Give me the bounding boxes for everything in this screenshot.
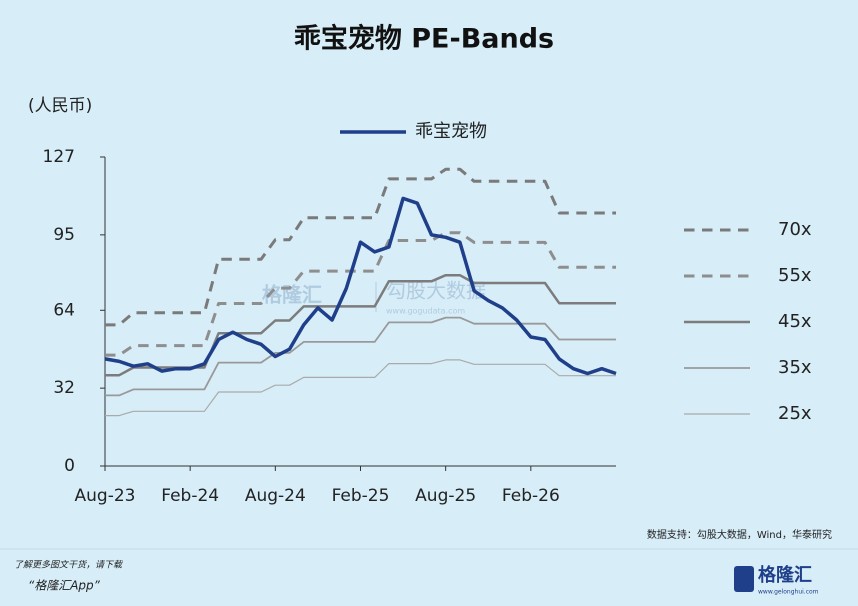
- legend-label: 70x: [778, 219, 812, 240]
- x-tick-label: Feb-24: [161, 486, 219, 506]
- watermark-brand: 格隆汇: [262, 283, 322, 307]
- y-tick-label: 32: [53, 378, 75, 398]
- x-tick-label: Aug-23: [75, 486, 136, 506]
- legend-label: 25x: [778, 403, 812, 424]
- source-note: 数据支持：勾股大数据，Wind，华泰研究: [647, 528, 832, 541]
- logo-icon: [734, 566, 754, 592]
- watermark-url: www.gogudata.com: [386, 307, 465, 316]
- legend-label: 乖宝宠物: [415, 121, 487, 142]
- y-tick-label: 127: [43, 147, 75, 167]
- legend-label: 45x: [778, 311, 812, 332]
- footer-line1: 了解更多图文干货，请下载: [14, 560, 123, 571]
- logo-url: www.gelonghui.com: [758, 589, 819, 596]
- legend-label: 55x: [778, 265, 812, 286]
- y-tick-label: 0: [64, 456, 75, 476]
- series-line: [105, 167, 616, 327]
- x-tick-label: Aug-25: [415, 486, 476, 506]
- legend-label: 35x: [778, 357, 812, 378]
- logo-text: 格隆汇: [758, 564, 812, 586]
- footer-line2: “格隆汇App”: [28, 579, 101, 593]
- series-line: [105, 359, 616, 417]
- y-tick-label: 64: [53, 300, 75, 320]
- series-line: [105, 316, 616, 397]
- x-tick-label: Feb-25: [332, 486, 390, 506]
- y-tick-label: 95: [53, 225, 75, 245]
- chart-title: 乖宝宠物 PE-Bands: [294, 23, 554, 55]
- x-tick-label: Aug-24: [245, 486, 306, 506]
- y-axis-label: (人民币): [28, 96, 92, 116]
- series-line: [104, 196, 617, 376]
- x-tick-label: Feb-26: [502, 486, 560, 506]
